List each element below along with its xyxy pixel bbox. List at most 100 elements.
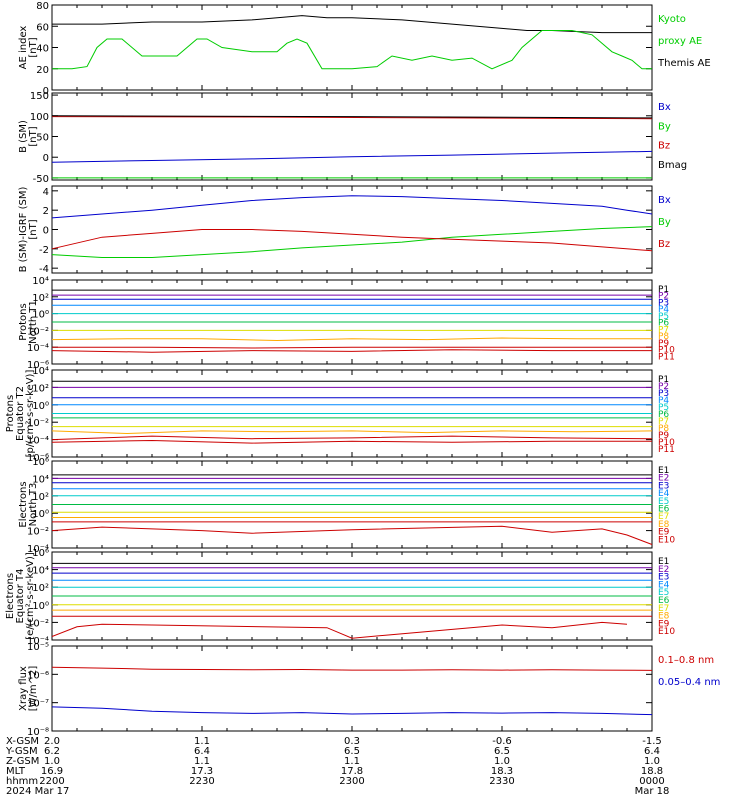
y-tick-label: 10⁰	[32, 401, 49, 412]
y-tick-label: 10⁻⁴	[27, 436, 49, 447]
footer-row-label: Z-GSM	[6, 756, 39, 767]
y-tick-label: 10⁴	[32, 366, 49, 377]
footer-value: 6.2	[44, 746, 60, 757]
footer-row-label: 2024	[6, 786, 31, 797]
series-line-pt1-9	[51, 349, 652, 353]
footer-value: -1.5	[642, 736, 662, 747]
legend-entry: Kyoto	[658, 14, 686, 25]
footer-value: 2.0	[44, 736, 60, 747]
legend-entry: E2	[658, 565, 669, 575]
y-axis-label: Xray flux	[18, 666, 29, 711]
legend-entry: E6	[658, 596, 670, 606]
y-tick-label: 10⁰	[32, 509, 49, 520]
series-line-bsm-0	[51, 150, 653, 163]
y-axis-label: Equator T4	[15, 569, 26, 624]
footer-row-label: hhmm	[6, 776, 38, 787]
legend-entry: P4	[658, 305, 669, 315]
y-tick-label: 10⁻⁴	[27, 343, 49, 354]
legend-entry: 0.1–0.8 nm	[658, 655, 714, 666]
y-axis-label: Equator T2	[15, 386, 26, 441]
footer-value: 17.8	[341, 766, 363, 777]
y-tick-label: 0	[43, 86, 49, 97]
legend-entry: P2	[658, 292, 669, 302]
series-line-digrf-1	[51, 226, 653, 258]
panel-frame-digrf	[51, 185, 653, 274]
legend-entry: P5	[658, 403, 669, 413]
footer-value: 2300	[339, 776, 364, 787]
legend-entry: E2	[658, 474, 669, 484]
legend-entry: E3	[658, 481, 669, 491]
y-tick-label: 10²	[32, 583, 49, 594]
y-tick-label: 20	[36, 65, 49, 76]
legend-entry: proxy AE	[658, 36, 702, 47]
series-line-bsm-3	[51, 115, 653, 119]
series-line-digrf-0	[51, 195, 653, 219]
legend-entry: P6	[658, 319, 669, 329]
legend-entry: P1	[658, 285, 669, 295]
y-tick-label: 10²	[32, 492, 49, 503]
footer-value: 0.3	[344, 736, 360, 747]
legend-entry: E9	[658, 619, 670, 629]
legend-entry: P8	[658, 332, 669, 342]
footer-value: 1.1	[194, 736, 210, 747]
footer-value: 18.3	[491, 766, 513, 777]
legend-entry: E5	[658, 497, 669, 507]
series-line-digrf-2	[51, 229, 653, 252]
footer-row-label: MLT	[6, 766, 26, 777]
y-tick-label: 0	[43, 226, 49, 237]
y-tick-label: 10⁻⁵	[27, 642, 49, 653]
legend-entry: P8	[658, 424, 669, 434]
y-tick-label: 60	[36, 22, 49, 33]
footer-value: 1.1	[344, 756, 360, 767]
legend-entry: E1	[658, 466, 669, 476]
legend-entry: E1	[658, 557, 669, 567]
footer-value: 18.8	[641, 766, 663, 777]
footer-value: 16.9	[41, 766, 63, 777]
y-tick-label: 10⁴	[32, 276, 49, 287]
y-tick-label: 50	[36, 133, 49, 144]
legend-entry: By	[658, 217, 671, 228]
y-axis-label: [e/(cm²-s-sr-keV)]	[25, 552, 36, 640]
y-axis-label: [nT]	[28, 126, 39, 146]
y-tick-label: 150	[30, 91, 49, 102]
legend-entry: P9	[658, 431, 669, 441]
footer-value: 2230	[189, 776, 214, 787]
legend-entry: P11	[658, 445, 675, 455]
y-tick-label: 100	[30, 112, 49, 123]
y-tick-label: 10⁻²	[27, 326, 49, 337]
y-axis-label: [W/m^2]	[28, 666, 39, 712]
legend-entry: 0.05–0.4 nm	[658, 677, 720, 688]
legend-entry: By	[658, 121, 671, 132]
series-line-ae-1	[52, 30, 652, 70]
legend-entry: P5	[658, 312, 669, 322]
y-axis-label: [nT]	[28, 37, 39, 57]
footer-value: 6.4	[644, 746, 660, 757]
y-tick-label: 10⁴	[32, 566, 49, 577]
legend-entry: P2	[658, 382, 669, 392]
y-tick-label: 10⁶	[32, 457, 49, 468]
legend-entry: P4	[658, 396, 669, 406]
y-tick-label: 10⁶	[32, 548, 49, 559]
legend-entry: E7	[658, 512, 669, 522]
footer-value: 1.0	[44, 756, 60, 767]
footer-value: 1.0	[494, 756, 510, 767]
y-tick-label: 10⁻⁷	[27, 699, 49, 710]
y-tick-label: 10⁻²	[27, 618, 49, 629]
legend-entry: P1	[658, 375, 669, 385]
y-tick-label: 40	[36, 44, 49, 55]
y-tick-label: 10⁻⁴	[27, 636, 49, 647]
panel-frame-xray	[51, 645, 653, 732]
legend-entry: Bmag	[658, 160, 687, 171]
footer-value: 2200	[39, 776, 64, 787]
legend-entry: E10	[658, 535, 675, 545]
footer-value: 6.4	[194, 746, 210, 757]
y-axis-label: B (SM)-IGRF (SM)	[18, 187, 29, 273]
legend-entry: P7	[658, 417, 669, 427]
series-line-xray-0	[51, 666, 653, 671]
legend-entry: P7	[658, 325, 669, 335]
legend-entry: E8	[658, 612, 670, 622]
legend-entry: P3	[658, 389, 669, 399]
footer-value: 0000	[639, 776, 664, 787]
legend-entry: Bz	[658, 141, 670, 152]
